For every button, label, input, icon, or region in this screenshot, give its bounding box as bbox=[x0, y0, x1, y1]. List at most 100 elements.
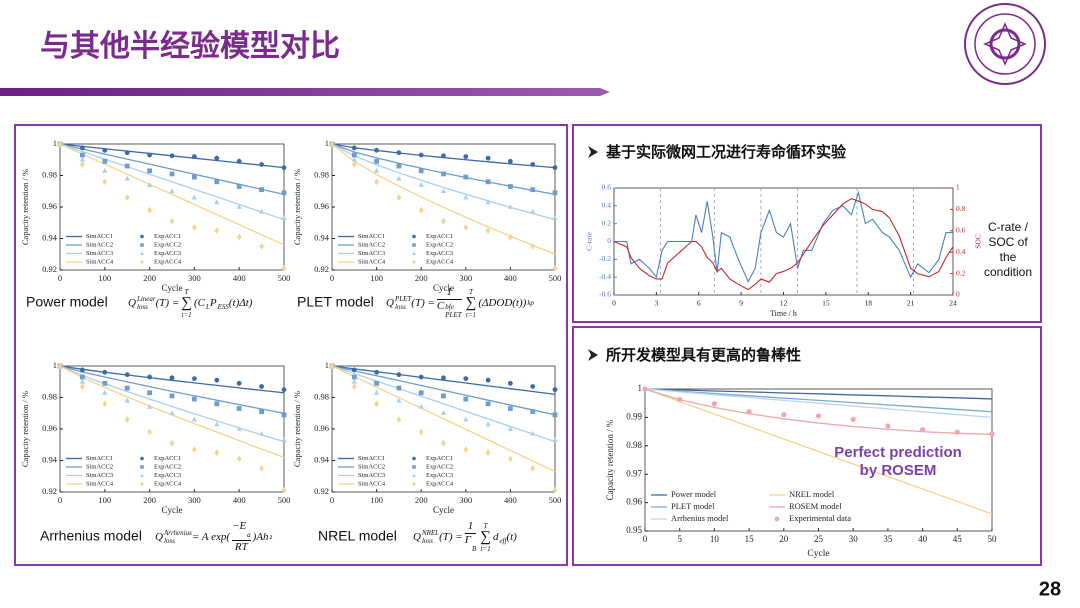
formula-sub: eff bbox=[499, 537, 507, 545]
legend-label: SimACC4 bbox=[86, 258, 114, 265]
x-tick-label: 100 bbox=[370, 495, 383, 505]
marker bbox=[746, 409, 752, 415]
marker bbox=[102, 158, 108, 164]
model-name: PLET model bbox=[297, 294, 374, 310]
marker bbox=[102, 389, 108, 395]
legend-label: SimACC1 bbox=[86, 455, 113, 462]
formula-text: (ΔDOD(t)) bbox=[478, 297, 527, 309]
marker bbox=[552, 165, 558, 171]
formula-stack: T ∑ t=1 bbox=[480, 522, 491, 553]
x-tick-label: 21 bbox=[907, 299, 915, 308]
formula-top: 1 bbox=[447, 287, 453, 298]
marker bbox=[147, 152, 153, 158]
y-tick-label: 0.99 bbox=[626, 411, 642, 421]
formula-script: NREL loss bbox=[422, 529, 439, 545]
formula-bottom: t=1 bbox=[466, 311, 476, 319]
marker bbox=[351, 378, 357, 384]
marker bbox=[351, 145, 357, 151]
marker bbox=[214, 179, 220, 185]
x-axis-label: Time / h bbox=[770, 309, 797, 318]
marker bbox=[530, 187, 536, 193]
y-tick-label: 0.4 bbox=[602, 201, 612, 210]
marker bbox=[124, 385, 130, 391]
y-tick-label: 1 bbox=[325, 360, 329, 370]
legend-label: ExpACC1 bbox=[154, 455, 181, 462]
marker bbox=[374, 147, 379, 153]
bullet-arrow bbox=[588, 146, 598, 158]
x-tick-label: 0 bbox=[643, 534, 648, 544]
legend-label: SimACC4 bbox=[358, 258, 386, 265]
marker bbox=[396, 385, 402, 391]
marker bbox=[259, 465, 264, 472]
series-line bbox=[59, 143, 285, 196]
marker bbox=[236, 204, 242, 209]
formula-text: (T) = bbox=[411, 297, 435, 309]
series-line bbox=[644, 388, 993, 413]
marker bbox=[373, 389, 380, 395]
title-underline bbox=[0, 88, 610, 96]
series-line bbox=[331, 365, 556, 443]
marker bbox=[508, 406, 513, 411]
x-tick-label: 20 bbox=[779, 534, 789, 544]
formula-text: T bbox=[184, 287, 189, 296]
formula-text: t=1 bbox=[465, 310, 477, 319]
formula-sub: ESS bbox=[217, 303, 229, 311]
x-tick-label: 3 bbox=[655, 299, 659, 308]
y-axis-label: Capacity retention / % bbox=[292, 391, 302, 467]
marker bbox=[259, 187, 264, 193]
marker bbox=[192, 446, 197, 453]
y-tick-label: 0.96 bbox=[42, 423, 57, 433]
marker bbox=[191, 416, 198, 422]
marker bbox=[57, 140, 63, 148]
legend-label: ExpACC4 bbox=[426, 480, 454, 487]
marker bbox=[281, 387, 287, 393]
marker bbox=[412, 456, 416, 461]
y-tick-label: 0.94 bbox=[314, 232, 330, 242]
legend-label: SimACC2 bbox=[358, 463, 385, 470]
y-tick-label: -0.2 bbox=[599, 254, 611, 263]
y-tick-label: 0.94 bbox=[42, 232, 58, 242]
marker bbox=[79, 156, 86, 162]
marker bbox=[418, 374, 424, 380]
series-line bbox=[59, 143, 285, 246]
marker bbox=[124, 397, 130, 403]
formula-text: (t) bbox=[506, 531, 517, 543]
legend-label: ExpACC4 bbox=[154, 480, 182, 487]
x-axis-label: Cycle bbox=[433, 505, 454, 515]
marker bbox=[214, 401, 220, 407]
model-name: NREL model bbox=[318, 528, 397, 544]
legend-label: Power model bbox=[671, 489, 717, 499]
x-tick-label: 400 bbox=[504, 495, 517, 505]
model-name: Arrhenius model bbox=[40, 528, 142, 544]
x-tick-label: 5 bbox=[677, 534, 682, 544]
y-tick-label: 0.92 bbox=[314, 264, 329, 274]
marker bbox=[920, 427, 926, 433]
formula-script: eff bbox=[499, 529, 506, 545]
marker bbox=[552, 487, 558, 494]
marker bbox=[351, 383, 357, 390]
marker bbox=[885, 423, 891, 429]
x-tick-label: 0 bbox=[612, 299, 616, 308]
y2-axis-label: SOC bbox=[974, 234, 983, 249]
formula-sup: Linear bbox=[136, 295, 156, 303]
legend-label: SimACC1 bbox=[358, 233, 385, 240]
formula-bottom: t=1 bbox=[182, 311, 192, 319]
marker bbox=[412, 473, 416, 477]
marker bbox=[80, 152, 85, 158]
marker bbox=[351, 374, 357, 380]
marker bbox=[236, 380, 242, 386]
marker bbox=[140, 465, 144, 469]
x-tick-label: 300 bbox=[459, 495, 472, 505]
marker bbox=[140, 481, 144, 487]
formula-bottom: t=1 bbox=[481, 545, 491, 553]
x-tick-label: 200 bbox=[415, 273, 428, 283]
x-tick-label: 400 bbox=[233, 273, 246, 283]
marker bbox=[396, 397, 402, 403]
formula-bottom: Γ B bbox=[465, 535, 477, 554]
marker bbox=[418, 182, 424, 187]
x-tick-label: 45 bbox=[953, 534, 963, 544]
marker bbox=[214, 449, 220, 456]
formula-text: = A exp( bbox=[191, 531, 231, 543]
x-tick-label: 500 bbox=[278, 273, 291, 283]
legend-label: ExpACC1 bbox=[426, 233, 453, 240]
